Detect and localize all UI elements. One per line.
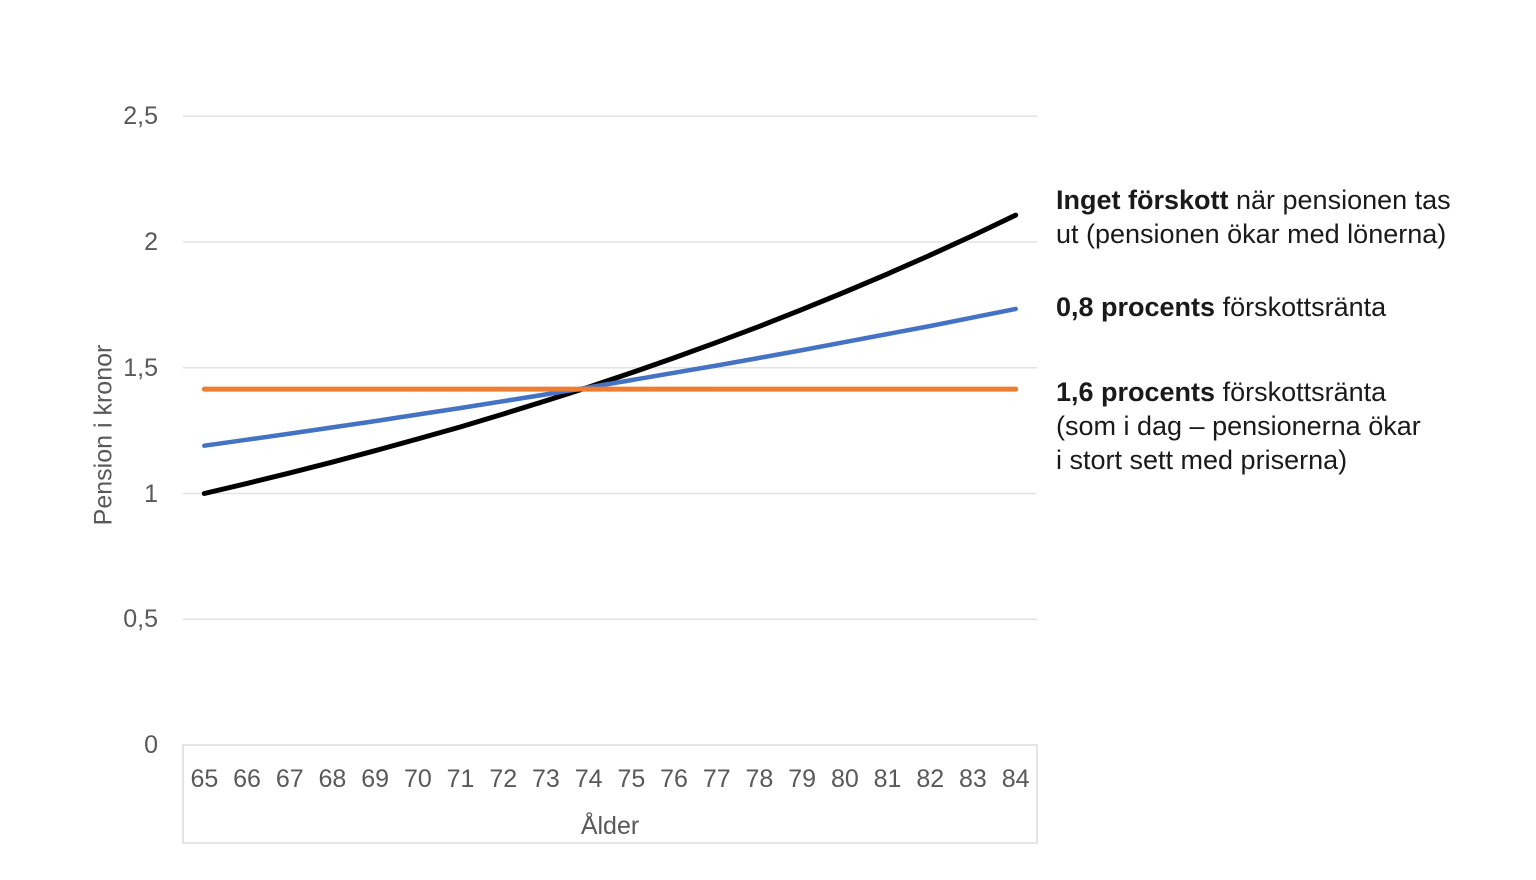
x-tick-label-83: 83 [959, 765, 987, 793]
series-line-0 [201, 212, 1019, 496]
annotation-text: när pensionen tas [1228, 185, 1451, 215]
annotation-text: 1,6 procents [1056, 377, 1216, 407]
x-axis-title: Ålder [580, 812, 640, 840]
annotation-series-2: 1,6 procents förskottsränta (som i dag – … [1056, 375, 1421, 477]
y-tick-label-2,5: 2,5 [123, 102, 158, 131]
x-tick-label-76: 76 [660, 765, 688, 793]
x-tick-label-81: 81 [873, 765, 902, 793]
x-tick-label-73: 73 [532, 765, 560, 793]
y-tick-label-1,5: 1,5 [123, 353, 158, 382]
series-line-1 [202, 306, 1018, 448]
annotation-series-0: Inget förskott när pensionen tas ut (pens… [1056, 183, 1451, 251]
x-tick-label-67: 67 [275, 765, 304, 793]
x-tick-label-74: 74 [574, 765, 603, 793]
x-tick-label-71: 71 [446, 765, 475, 793]
x-tick-label-80: 80 [830, 765, 859, 793]
x-tick-label-70: 70 [403, 765, 432, 793]
annotation-text: 0,8 procents [1056, 292, 1216, 322]
x-tick-label-68: 68 [318, 765, 347, 793]
x-tick-label-72: 72 [489, 765, 518, 793]
y-tick-label-0,5: 0,5 [123, 605, 158, 634]
x-tick-label-77: 77 [702, 765, 731, 793]
x-tick-label-65: 65 [190, 765, 219, 793]
annotation-text: förskottsränta [1215, 377, 1387, 407]
y-tick-label-0: 0 [144, 731, 158, 759]
annotation-series-1: 0,8 procents förskottsränta [1056, 290, 1386, 324]
annotation-text: (som i dag – pensionerna ökar [1056, 411, 1421, 441]
x-tick-label-84: 84 [1001, 765, 1030, 793]
x-tick-label-69: 69 [361, 765, 390, 793]
y-axis-title: Pension i kronor [89, 344, 118, 526]
x-tick-label-82: 82 [916, 765, 945, 793]
annotation-text: förskottsränta [1215, 292, 1387, 322]
y-tick-label-1: 1 [144, 479, 158, 508]
x-tick-label-66: 66 [233, 765, 261, 793]
annotation-text: Inget förskott [1056, 185, 1229, 215]
x-tick-label-75: 75 [617, 765, 646, 793]
y-tick-label-2: 2 [144, 228, 158, 256]
x-axis-label-box [182, 744, 1038, 844]
x-tick-label-79: 79 [788, 765, 817, 793]
annotation-text: ut (pensionen ökar med lönerna) [1056, 219, 1447, 249]
annotation-text: i stort sett med priserna) [1056, 445, 1348, 475]
x-tick-label-78: 78 [745, 765, 774, 793]
